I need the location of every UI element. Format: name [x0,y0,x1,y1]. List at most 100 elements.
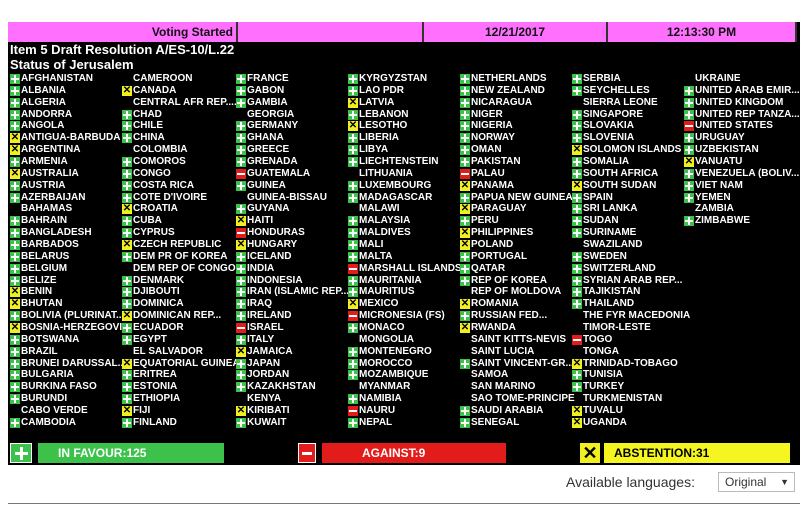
country-row: SUDAN [572,215,690,227]
country-row: TIMOR-LESTE [572,322,690,334]
no-vote-blank-icon [122,74,132,84]
abstain-x-icon [122,85,132,96]
country-row: ARGENTINA [10,144,130,156]
yes-plus-icon [122,275,132,286]
yes-plus-icon [684,145,694,156]
country-row: TUVALU [572,405,690,417]
country-row: UNITED REP TANZA... [684,109,800,121]
country-name: DEM PR OF KOREA [133,250,228,262]
country-row: DOMINICAN REP... [122,310,240,322]
country-name: SAN MARINO [471,381,536,393]
country-row: JORDAN [236,369,349,381]
country-name: SOLOMON ISLANDS [583,144,682,156]
yes-plus-icon [236,97,246,108]
country-name: SIERRA LEONE [583,96,658,108]
country-row: ZIMBABWE [684,215,800,227]
country-row: ICELAND [236,251,349,263]
country-row: KENYA [236,393,349,405]
language-select[interactable]: Original ▼ [718,472,795,492]
country-name: GUYANA [247,203,290,215]
country-name: NEPAL [359,416,393,428]
yes-plus-icon [572,228,582,239]
yes-plus-icon [236,263,246,274]
country-row: LUXEMBOURG [348,180,462,192]
country-name: SAINT VINCENT-GR... [471,357,574,369]
country-name: RWANDA [471,322,516,334]
country-row: SAO TOME-PRINCIPE [460,393,575,405]
country-row: SINGAPORE [572,109,690,121]
abstain-x-icon [122,204,132,215]
country-row: AUSTRIA [10,180,130,192]
abstain-x-icon [10,299,20,310]
yes-plus-icon [572,299,582,310]
country-row: TURKMENISTAN [572,393,690,405]
yes-plus-icon [572,168,582,179]
yes-plus-icon [348,145,358,156]
no-minus-icon [236,228,246,239]
country-row: FINLAND [122,417,240,429]
yes-plus-icon [572,73,582,84]
country-name: JAMAICA [247,345,293,357]
yes-plus-icon [684,180,694,191]
yes-plus-icon [236,299,246,310]
country-row: ANTIGUA-BARBUDA [10,132,130,144]
yes-plus-icon [460,311,470,322]
country-name: FIJI [133,405,151,417]
country-row: VANUATU [684,156,800,168]
country-name: MYANMAR [359,381,411,393]
yes-plus-icon [348,346,358,357]
country-row: AZERBAIJAN [10,192,130,204]
country-name: ISRAEL [247,322,284,334]
country-row: MALTA [348,251,462,263]
country-row: BOLIVIA (PLURINAT... [10,310,130,322]
yes-plus-icon [572,216,582,227]
yes-plus-icon [348,251,358,262]
country-row: GUINEA-BISSAU [236,192,349,204]
abstain-x-icon [122,358,132,369]
yes-plus-icon [460,109,470,120]
yes-plus-icon [122,156,132,167]
yes-plus-icon [236,417,246,428]
country-row: THAILAND [572,298,690,310]
no-vote-blank-icon [572,323,582,333]
yes-plus-icon [572,287,582,298]
yes-plus-icon [10,156,20,167]
country-row: SWEDEN [572,251,690,263]
country-name: SRI LANKA [583,203,638,215]
country-row: SLOVENIA [572,132,690,144]
country-row: LESOTHO [348,120,462,132]
country-name: COTE D'IVOIRE [133,191,208,203]
abstain-x-icon [460,299,470,310]
country-name: TRINIDAD-TOBAGO [583,357,678,369]
divider [8,503,800,504]
country-row: ISRAEL [236,322,349,334]
abstain-x-icon [348,121,358,132]
yes-plus-icon [348,417,358,428]
country-row: CHINA [122,132,240,144]
yes-plus-icon [236,156,246,167]
country-row: TUNISIA [572,369,690,381]
country-row: SOUTH SUDAN [572,180,690,192]
country-name: LIBERIA [359,132,399,144]
yes-plus-icon [10,180,20,191]
country-row: ERITREA [122,369,240,381]
country-row: BANGLADESH [10,227,130,239]
country-row: SURINAME [572,227,690,239]
header-time: 12:13:30 PM [608,22,797,42]
country-row: FIJI [122,405,240,417]
yes-plus-icon [122,251,132,262]
yes-plus-icon [236,73,246,84]
country-row: HUNGARY [236,239,349,251]
yes-plus-icon [10,239,20,250]
country-name: MOROCCO [359,357,413,369]
country-row: LATVIA [348,97,462,109]
country-row: IRELAND [236,310,349,322]
country-row: BOSNIA-HERZEGOVI... [10,322,130,334]
country-name: DJIBOUTI [133,286,180,298]
country-row: EGYPT [122,334,240,346]
no-vote-blank-icon [122,347,132,357]
yes-plus-icon [122,334,132,345]
country-name: ESTONIA [133,381,178,393]
country-row: SWAZILAND [572,239,690,251]
country-name: SAMOA [471,369,509,381]
